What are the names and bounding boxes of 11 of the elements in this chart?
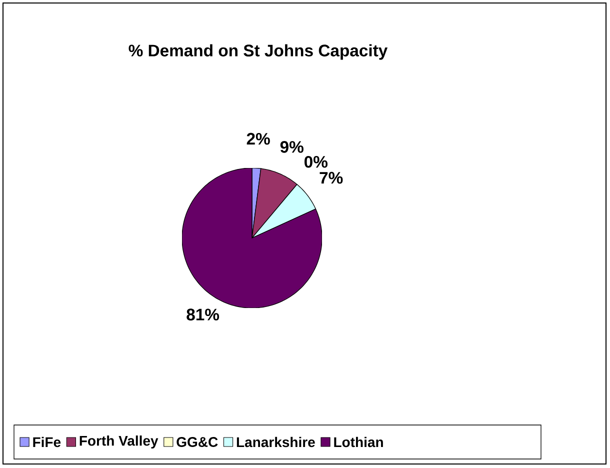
legend-label: Lothian bbox=[334, 436, 383, 448]
legend-label: FiFe bbox=[33, 436, 61, 448]
legend-label: Forth Valley bbox=[80, 435, 158, 449]
data-label: 9% bbox=[280, 141, 304, 153]
chart-title: % Demand on St Johns Capacity bbox=[128, 44, 388, 60]
data-label: 7% bbox=[320, 172, 343, 184]
legend-label: GG&C bbox=[176, 437, 218, 447]
data-label: 81% bbox=[186, 308, 220, 320]
data-label: 2% bbox=[246, 132, 270, 145]
legend-label: Lanarkshire bbox=[236, 436, 315, 448]
text: 0% bbox=[304, 156, 328, 168]
